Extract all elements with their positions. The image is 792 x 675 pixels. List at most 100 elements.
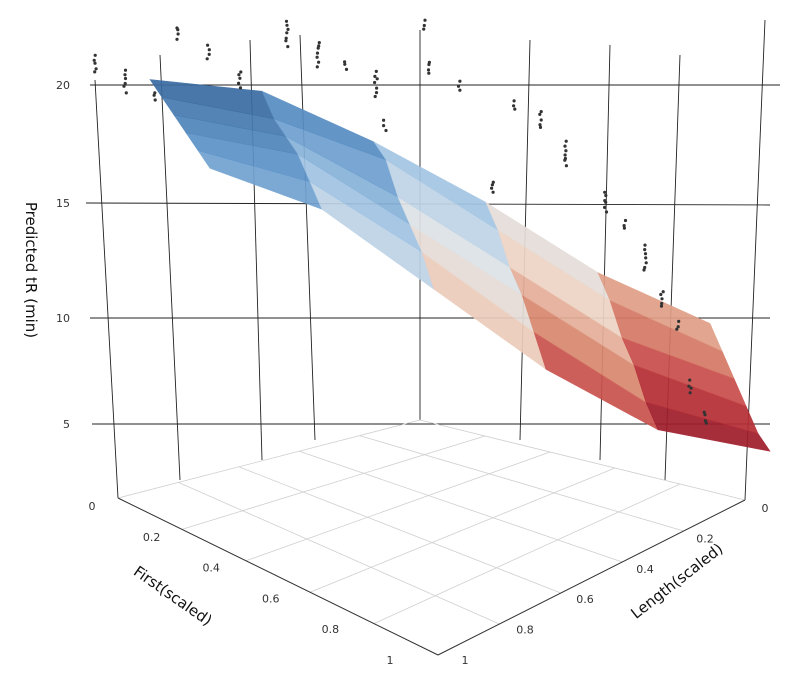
- x-axis-line: [117, 497, 439, 656]
- x-tick-label: 0.4: [202, 562, 220, 575]
- floor-gridline: [245, 451, 551, 562]
- data-point: [286, 45, 290, 49]
- floor-grid: [117, 419, 746, 656]
- data-point: [123, 68, 128, 72]
- z-tick-label: 5: [63, 418, 70, 431]
- data-point: [343, 60, 347, 64]
- data-point: [677, 319, 681, 323]
- data-point: [123, 81, 127, 86]
- floor-gridline: [419, 419, 746, 501]
- x-tick-label: 1: [387, 654, 394, 667]
- data-point: [564, 164, 569, 168]
- data-point: [604, 210, 609, 214]
- wall-gridline: [299, 34, 316, 441]
- data-point: [676, 325, 680, 329]
- data-point: [426, 68, 431, 72]
- data-point: [374, 69, 378, 73]
- data-point: [238, 76, 242, 80]
- data-point: [123, 73, 127, 77]
- data-point: [422, 27, 426, 31]
- data-point: [490, 186, 494, 190]
- data-point: [286, 27, 290, 31]
- data-point: [644, 256, 648, 260]
- data-point: [622, 224, 626, 228]
- data-point: [205, 57, 209, 61]
- data-point: [703, 419, 708, 423]
- y-tick-label: 0.2: [696, 532, 714, 545]
- data-point: [563, 153, 567, 157]
- floor-gridline: [178, 482, 500, 625]
- data-point: [511, 104, 516, 108]
- data-point: [94, 67, 98, 71]
- data-point: [563, 144, 567, 148]
- data-point: [622, 226, 627, 230]
- x-tick-label: 0: [89, 500, 96, 513]
- data-point: [123, 76, 128, 81]
- data-point: [176, 32, 180, 36]
- data-point: [93, 70, 97, 74]
- data-point: [427, 62, 431, 67]
- z-tick-label: 20: [56, 79, 70, 92]
- x-tick-label: 0.2: [143, 531, 161, 544]
- data-point: [659, 292, 663, 297]
- data-point: [315, 51, 320, 55]
- data-point: [643, 248, 647, 252]
- data-point: [373, 94, 377, 99]
- z-tick-label: 15: [56, 197, 70, 210]
- surface[interactable]: [149, 79, 771, 452]
- data-point: [284, 36, 288, 40]
- data-point: [176, 28, 180, 32]
- data-point: [490, 183, 494, 187]
- data-point: [239, 70, 243, 74]
- data-point: [422, 23, 426, 28]
- data-point: [603, 190, 607, 194]
- data-point: [604, 193, 608, 198]
- data-point: [538, 125, 543, 129]
- data-point: [206, 43, 210, 47]
- data-point: [689, 386, 693, 390]
- data-point: [564, 139, 568, 143]
- data-point: [603, 205, 607, 209]
- y-tick-label: 0.8: [516, 624, 534, 637]
- floor-gridline: [309, 467, 616, 593]
- data-point: [659, 304, 664, 308]
- surface-patch: [597, 272, 723, 352]
- data-point: [512, 99, 516, 103]
- data-point: [660, 301, 664, 306]
- data-point: [317, 60, 321, 64]
- data-point: [491, 180, 495, 184]
- data-point: [458, 79, 462, 83]
- data-point: [513, 107, 517, 111]
- data-point: [375, 86, 379, 90]
- data-point: [539, 110, 543, 114]
- data-point: [538, 123, 542, 127]
- data-point: [702, 410, 706, 414]
- data-point: [207, 52, 211, 57]
- data-point: [93, 61, 97, 65]
- data-point: [153, 91, 157, 95]
- data-point: [604, 200, 608, 204]
- data-point: [687, 384, 691, 388]
- data-point: [207, 48, 211, 52]
- data-point: [382, 118, 386, 122]
- y-tick-label: 0.6: [576, 593, 594, 606]
- data-point: [704, 421, 708, 425]
- floor-gridline: [299, 450, 623, 563]
- y-tick-label: 1: [462, 654, 469, 667]
- data-point: [315, 65, 319, 69]
- data-point: [175, 37, 179, 41]
- data-point: [643, 243, 647, 247]
- data-point: [456, 84, 461, 88]
- data-point: [315, 55, 319, 59]
- data-point: [642, 268, 646, 272]
- data-point: [384, 128, 388, 133]
- data-point: [644, 261, 648, 265]
- data-point: [623, 218, 628, 223]
- y-tick-label: 0.4: [636, 563, 654, 576]
- data-point: [316, 46, 320, 50]
- data-point: [427, 71, 431, 75]
- data-point: [643, 265, 647, 270]
- z-tick-label: 10: [56, 312, 70, 325]
- data-point: [374, 91, 379, 95]
